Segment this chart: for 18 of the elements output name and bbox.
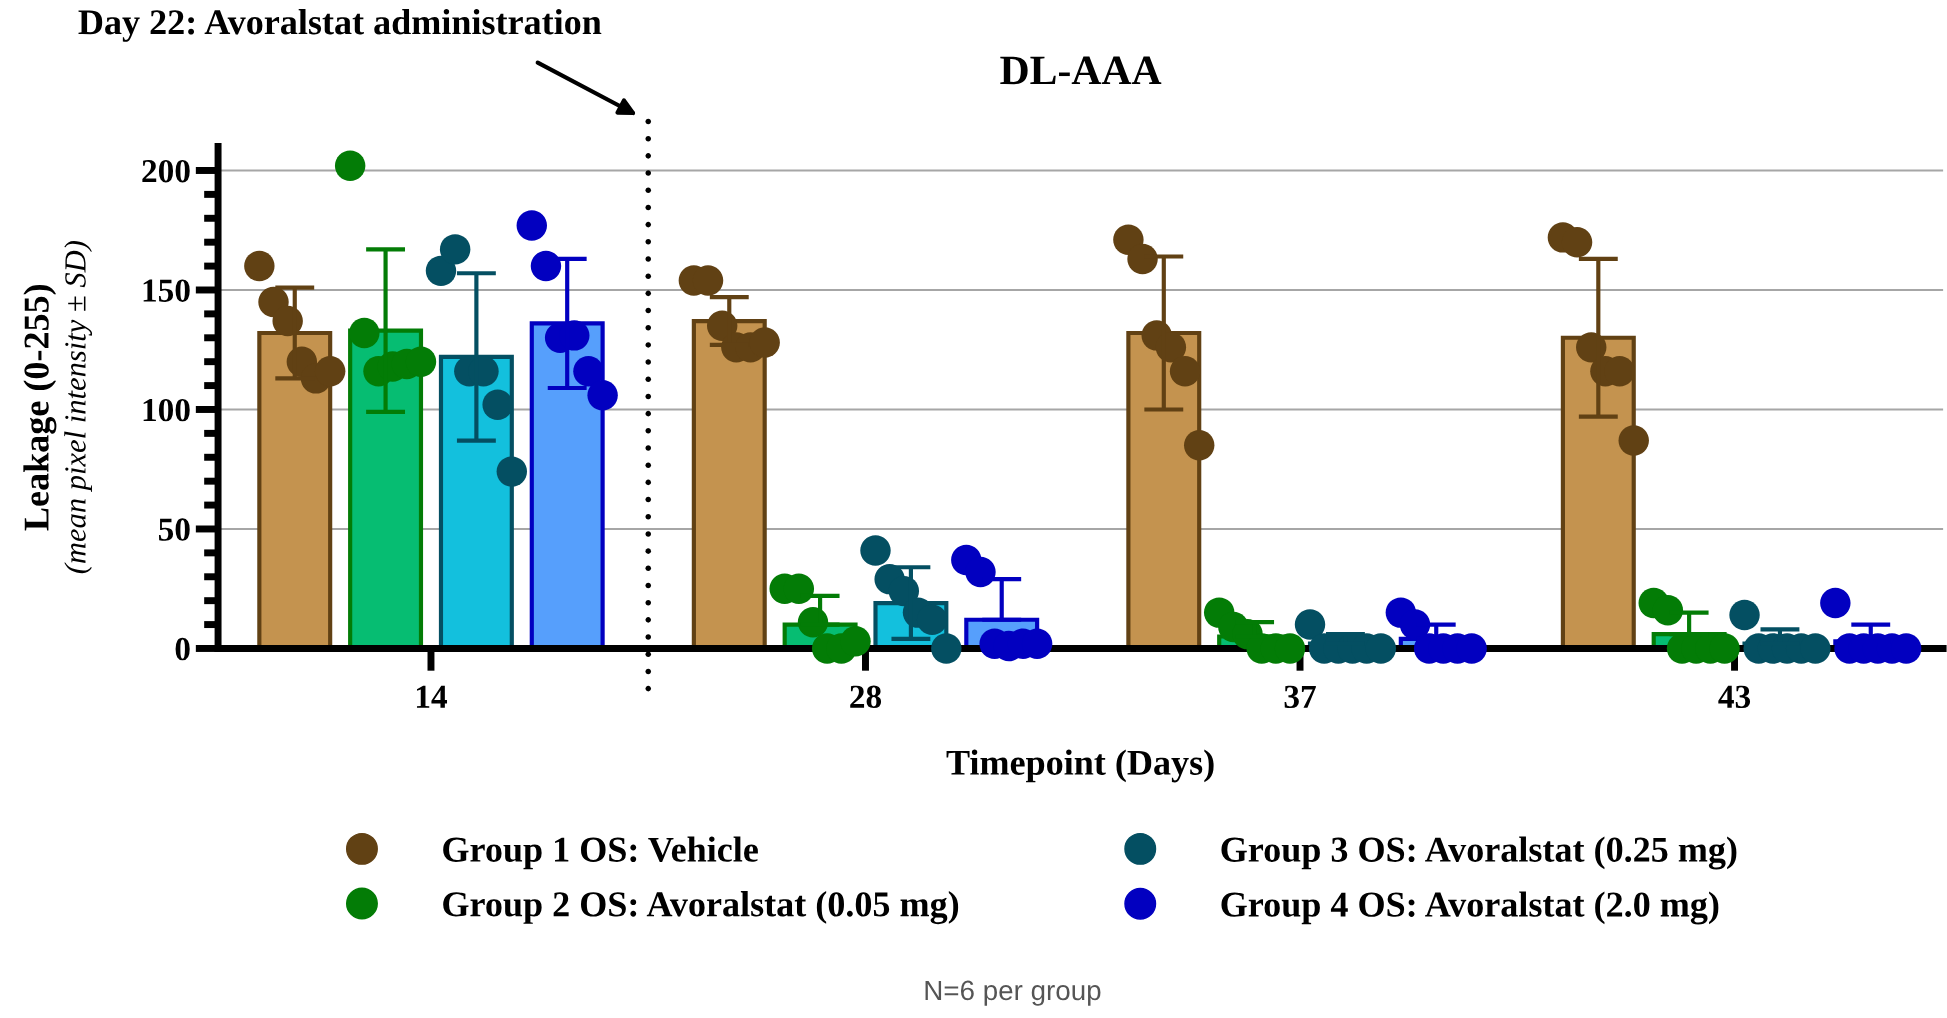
legend-label: Group 2 OS: Avoralstat (0.05 mg) <box>443 891 959 925</box>
y-tick-label: 0 <box>175 637 190 661</box>
y-axis-title: Leakage (0-255) (mean pixel intensity ± SD) <box>23 241 93 574</box>
x-tick-label: 43 <box>1718 685 1751 709</box>
x-tick-label: 14 <box>416 685 448 708</box>
y-tick-label: 50 <box>158 518 190 541</box>
text: Day 22: Avoralstat administration <box>78 9 602 42</box>
y-tick-label: 100 <box>143 398 190 422</box>
legend-label: Group 3 OS: Avoralstat (0.25 mg) <box>1221 836 1737 870</box>
x-axis-title: Timepoint (Days) <box>946 749 1214 783</box>
y-tick-label: 200 <box>142 159 190 183</box>
text: N=6 per group <box>925 980 1101 1006</box>
x-tick-label: 37 <box>1284 685 1316 709</box>
legend-label: Group 4 OS: Avoralstat (2.0 mg) <box>1221 891 1719 925</box>
y-tick-label: 150 <box>143 279 190 302</box>
legend-label: Group 1 OS: Vehicle <box>443 836 758 870</box>
chart-title: DL-AAA <box>1000 56 1162 85</box>
x-tick-label: 28 <box>850 685 882 709</box>
